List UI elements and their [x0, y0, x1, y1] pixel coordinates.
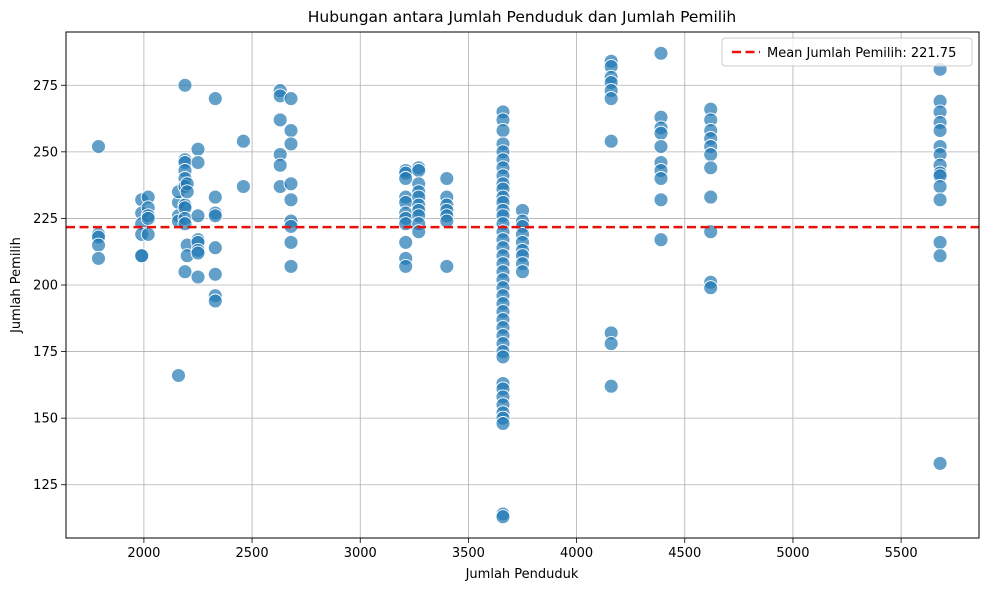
data-point [603, 336, 619, 352]
data-points [91, 45, 948, 525]
x-tick-label: 5500 [885, 546, 918, 561]
data-point [411, 163, 427, 178]
y-tick-label: 275 [33, 79, 58, 94]
data-point [603, 133, 619, 149]
data-point [190, 269, 206, 285]
data-point [495, 349, 511, 365]
data-point [495, 416, 511, 431]
data-point [207, 293, 223, 309]
y-tick-label: 225 [33, 212, 58, 227]
data-point [653, 171, 669, 186]
data-point [177, 216, 193, 232]
data-point [653, 125, 669, 141]
data-point [398, 258, 414, 274]
data-point [190, 141, 206, 157]
y-tick-label: 200 [33, 279, 58, 294]
y-tick-label: 175 [33, 345, 58, 360]
data-point [932, 234, 948, 250]
data-point [932, 179, 948, 194]
data-point [653, 192, 669, 208]
legend: Mean Jumlah Pemilih: 221.75 [721, 37, 973, 67]
data-point [703, 280, 719, 296]
x-tick-label: 3500 [452, 546, 485, 561]
data-point [171, 368, 186, 383]
data-point [932, 455, 948, 471]
x-tick-label: 4500 [668, 546, 701, 561]
data-point [140, 226, 156, 242]
x-tick-label: 4000 [560, 546, 593, 561]
data-point [703, 160, 719, 176]
x-tick-label: 2500 [236, 546, 269, 561]
data-point [439, 258, 455, 274]
x-axis-ticks: 2000 2500 3000 3500 4000 4500 5000 5500 [127, 538, 918, 561]
data-point [207, 91, 223, 107]
data-point [283, 136, 299, 152]
y-tick-label: 150 [33, 412, 58, 427]
data-point [515, 264, 530, 280]
data-point [653, 139, 669, 154]
data-point [283, 91, 299, 107]
data-point [91, 139, 106, 154]
data-point [272, 112, 288, 128]
data-point [91, 250, 106, 266]
data-point [932, 192, 948, 208]
data-point [140, 210, 156, 226]
legend-box [721, 37, 973, 67]
data-point [190, 208, 206, 224]
data-point [91, 237, 106, 253]
data-point [398, 216, 414, 232]
data-point [207, 208, 223, 224]
data-point [932, 248, 948, 264]
y-axis-ticks: 125 150 175 200 225 250 275 [33, 79, 66, 493]
data-point [603, 91, 619, 107]
x-tick-label: 3000 [344, 546, 377, 561]
data-point [653, 232, 669, 248]
data-point [495, 509, 511, 525]
x-tick-label: 2000 [127, 546, 160, 561]
y-axis-title: Jumlah Pemilih [9, 237, 24, 334]
data-point [603, 378, 619, 394]
data-point [235, 133, 251, 149]
data-point [398, 171, 414, 186]
data-point [932, 123, 948, 138]
legend-label: Mean Jumlah Pemilih: 221.75 [767, 46, 956, 61]
y-tick-label: 250 [33, 145, 58, 160]
x-axis-title: Jumlah Penduduk [465, 567, 579, 582]
data-point [283, 234, 299, 250]
y-tick-label: 125 [33, 478, 58, 493]
data-point [207, 266, 223, 282]
chart-title: Hubungan antara Jumlah Penduduk dan Juml… [308, 8, 737, 26]
data-point [207, 240, 223, 256]
data-point [177, 77, 193, 93]
data-point [703, 147, 719, 162]
data-point [190, 245, 206, 261]
data-point [179, 184, 195, 200]
data-point [272, 157, 288, 173]
data-point [283, 176, 299, 192]
data-point [703, 189, 719, 205]
data-point [398, 234, 414, 250]
data-point [190, 155, 206, 170]
data-point [283, 192, 299, 208]
data-point [177, 264, 193, 280]
data-point [207, 189, 223, 205]
data-point [283, 123, 299, 138]
data-point [653, 45, 669, 61]
data-point [495, 123, 511, 138]
data-point [235, 179, 251, 194]
data-point [283, 258, 299, 274]
data-point [134, 248, 150, 264]
data-point [439, 171, 455, 186]
x-tick-label: 5000 [776, 546, 809, 561]
